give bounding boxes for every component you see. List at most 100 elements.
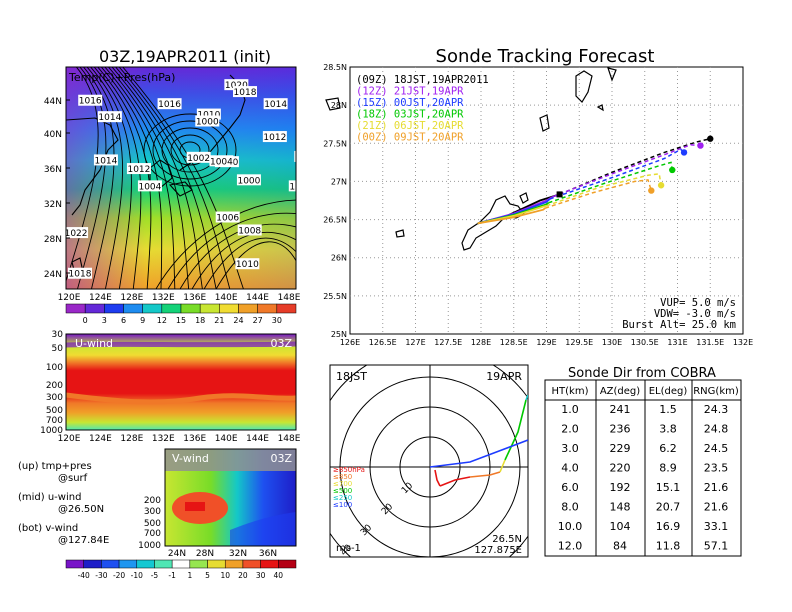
table-header: AZ(deg)	[600, 386, 640, 397]
uwind-lon-label: 128E	[120, 434, 143, 444]
table-header: EL(deg)	[649, 386, 688, 397]
traj-x-tick: 127E	[405, 338, 425, 347]
uwind-level-label: 500	[46, 406, 63, 416]
map-colorbar-label: 12	[157, 316, 167, 325]
traj-x-tick: 130.5E	[631, 338, 659, 347]
map-colorbar-label: 6	[121, 316, 126, 325]
map-colorbar-label: 15	[176, 316, 186, 325]
map-label: Temp(C)+Pres(hPa)	[68, 71, 175, 84]
table-cell: 148	[610, 501, 631, 514]
vwind-level-label: 1000	[138, 541, 161, 551]
table-cell: 15.1	[656, 481, 681, 494]
traj-x-tick: 128.5E	[500, 338, 528, 347]
pressure-label-bg	[233, 86, 257, 98]
pressure-label: 1004	[210, 157, 233, 167]
vwind-colorbar-label: -30	[95, 571, 107, 580]
pressure-label: 1018	[234, 88, 257, 98]
map-colorbar-swatch	[238, 303, 258, 314]
isobar	[179, 223, 296, 289]
pressure-label: 1000	[196, 117, 219, 127]
traj-x-tick: 126E	[340, 338, 360, 347]
pressure-label-bg	[195, 115, 220, 127]
uwind-level-label: 50	[52, 344, 64, 354]
traj-y-tick: 26N	[331, 254, 347, 263]
map-colorbar-swatch	[257, 303, 278, 314]
traj-x-tick: 129E	[536, 338, 556, 347]
vwind-colorbar-label: -5	[151, 571, 159, 580]
right-title: Sonde Tracking Forecast	[436, 46, 655, 67]
map-colorbar-swatch	[199, 303, 220, 314]
table-cell: 4.0	[561, 462, 579, 475]
pressure-label-bg	[237, 224, 262, 236]
pressure-label-bg	[126, 163, 151, 175]
note-mid-sub: @26.50N	[58, 504, 104, 515]
polar-pressure-legend: ≥850hPa≤850≤700≤500≤250≤100	[333, 466, 365, 509]
map-colorbar-swatch	[65, 303, 86, 314]
traj-x-tick: 129.5E	[565, 338, 593, 347]
vwind-colorbar-swatch	[189, 559, 208, 569]
map-lon-label: 132E	[152, 293, 175, 303]
table-cell: 1.5	[659, 403, 677, 416]
table-cell: 11.8	[656, 540, 681, 553]
uwind-level-label: 700	[46, 416, 63, 426]
isobar-low	[161, 127, 219, 173]
traj-series-endpoint	[648, 187, 655, 194]
table-cell: 84	[613, 540, 627, 553]
map-colorbar-label: 27	[253, 316, 263, 325]
info-burst: Burst Alt= 25.0 km	[622, 319, 736, 331]
traj-y-tick: 28N	[331, 101, 347, 110]
map-colorbar-label: 30	[272, 316, 282, 325]
vwind-level-label: 300	[144, 507, 161, 517]
pressure-label: 1012	[263, 133, 286, 143]
table-cell: 6.2	[659, 442, 677, 455]
table-cell: 220	[610, 462, 631, 475]
vwind-colorbar-swatch	[154, 559, 173, 569]
traj-y-tick: 27N	[331, 177, 347, 186]
map-lon-axis: 120E 124E 128E 132E 136E 140E 144E 148E	[58, 293, 301, 303]
vwind-level-label: 700	[144, 529, 161, 539]
note-up: (up) tmp+pres	[18, 461, 92, 472]
map-lat-label: 40N	[44, 130, 62, 140]
traj-y-tick: 26.5N	[323, 216, 347, 225]
isobar	[167, 212, 296, 289]
vwind-colorbar-label: -40	[78, 571, 90, 580]
vwind-colorbar-swatch	[171, 559, 191, 569]
trajectory-series-layer	[477, 135, 714, 225]
vwind-colorbar-label: -10	[131, 571, 143, 580]
uwind-lon-label: 120E	[58, 434, 81, 444]
traj-x-tick: 126.5E	[369, 338, 397, 347]
table-cell: 229	[610, 442, 631, 455]
isobar	[114, 67, 217, 289]
traj-legend-entry: (09Z) 18JST,19APR2011	[356, 74, 489, 86]
table-cell: 241	[610, 403, 631, 416]
map-lon-label: 124E	[89, 293, 112, 303]
table-cell: 8.0	[561, 501, 579, 514]
traj-series-dashed	[548, 161, 674, 204]
table-title: Sonde Dir from COBRA	[568, 366, 716, 381]
table-cell: 57.1	[704, 540, 729, 553]
map-lat-label: 24N	[44, 270, 62, 280]
traj-legend-entry: (12Z) 21JST,19APR	[356, 86, 464, 98]
polar-legend-entry: ≤700	[333, 480, 352, 488]
map-colorbar: 0 3 6 9 12 15 18 21 24 27 30	[65, 303, 297, 325]
traj-launch-marker	[556, 191, 563, 198]
uwind-lon-label: 124E	[89, 434, 112, 444]
pressure-label: 1008	[238, 226, 261, 236]
panel-notes: (up) tmp+pres @surf (mid) u-wind @26.50N…	[18, 461, 109, 546]
table-cell: 3.8	[659, 423, 677, 436]
isobar	[118, 67, 231, 289]
pressure-label-bg	[209, 155, 234, 167]
pressure-label-bg	[224, 79, 249, 91]
map-colorbar-swatch	[84, 303, 105, 314]
map-colorbar-label: 18	[195, 316, 205, 325]
table-cell: 192	[610, 481, 631, 494]
traj-legend-entry: (21Z) 06JST,20APR	[356, 120, 464, 132]
traj-y-tick: 28.5N	[323, 63, 347, 72]
pressure-label-bg	[137, 180, 162, 192]
traj-series-endpoint	[657, 182, 665, 189]
traj-x-tick: 131E	[667, 338, 687, 347]
vwind-colorbar-swatch	[224, 559, 244, 569]
pressure-label: 1004	[138, 182, 161, 192]
uwind-level-label: 30	[52, 330, 64, 340]
